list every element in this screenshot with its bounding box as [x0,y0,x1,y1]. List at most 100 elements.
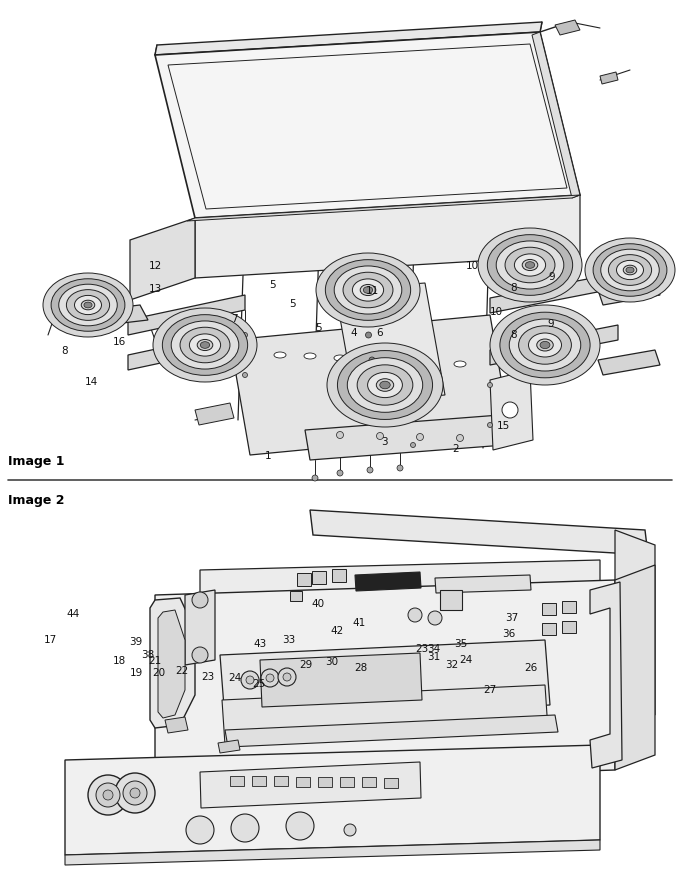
Ellipse shape [325,259,411,321]
Circle shape [283,673,291,681]
Polygon shape [150,598,195,728]
Text: 6: 6 [376,328,383,337]
Polygon shape [128,330,245,370]
Text: 18: 18 [112,656,126,666]
Polygon shape [155,22,542,55]
Bar [296,777,310,787]
Bar [252,776,266,786]
Circle shape [278,668,296,686]
Text: 30: 30 [325,657,339,667]
Text: 29: 29 [299,660,313,670]
Ellipse shape [180,328,230,363]
Polygon shape [598,280,660,305]
Circle shape [192,647,208,663]
Text: 32: 32 [445,660,459,670]
Polygon shape [555,20,580,35]
Circle shape [456,434,464,441]
Text: 4: 4 [350,328,357,337]
Text: 43: 43 [253,638,267,648]
Circle shape [286,812,314,840]
Circle shape [488,383,492,387]
Ellipse shape [153,308,257,382]
Text: 1: 1 [265,451,272,461]
Ellipse shape [617,260,643,280]
Bar [362,777,376,788]
Text: 8: 8 [61,345,68,355]
Circle shape [241,671,259,689]
Bar [542,603,556,615]
Text: 10: 10 [466,261,479,271]
Text: 23: 23 [415,645,428,654]
Text: 10: 10 [490,306,503,317]
Ellipse shape [509,319,581,371]
Circle shape [88,775,128,815]
Text: Image 2: Image 2 [8,494,65,507]
Polygon shape [195,195,580,278]
Bar [312,571,326,584]
Ellipse shape [394,358,406,364]
Bar [318,777,332,787]
Text: 14: 14 [85,377,99,387]
Text: 17: 17 [44,635,57,645]
Circle shape [186,816,214,844]
Circle shape [367,467,373,473]
Text: 15: 15 [496,421,510,431]
Polygon shape [155,580,615,785]
Bar [0,500,680,888]
Circle shape [397,465,403,471]
Circle shape [266,674,274,682]
Text: 24: 24 [459,655,473,665]
Text: 5: 5 [269,280,275,290]
Polygon shape [230,315,510,455]
Ellipse shape [81,300,95,310]
Ellipse shape [478,228,582,302]
Polygon shape [158,610,185,718]
Circle shape [243,372,248,377]
Text: 9: 9 [549,273,556,282]
Text: 8: 8 [510,283,517,293]
Circle shape [502,402,518,418]
Text: 44: 44 [67,608,80,619]
Ellipse shape [526,262,534,268]
Text: 27: 27 [483,686,496,695]
Ellipse shape [585,238,675,302]
Text: 39: 39 [129,637,143,646]
Ellipse shape [454,361,466,367]
Ellipse shape [67,289,109,321]
Polygon shape [220,640,550,720]
Ellipse shape [337,351,432,419]
Ellipse shape [593,244,667,297]
Bar [290,591,302,601]
Polygon shape [155,32,580,218]
Polygon shape [218,740,240,753]
Text: 5: 5 [289,299,296,310]
Polygon shape [355,572,421,591]
Bar [562,621,576,633]
Circle shape [231,814,259,842]
Ellipse shape [496,241,564,289]
Ellipse shape [352,279,384,301]
Circle shape [428,611,442,625]
Text: 11: 11 [366,286,379,296]
Polygon shape [598,350,660,375]
Ellipse shape [304,353,316,359]
Ellipse shape [201,342,209,348]
Polygon shape [130,218,195,300]
Bar [384,778,398,788]
Text: 25: 25 [252,679,265,689]
Bar [0,0,680,455]
Polygon shape [65,840,600,865]
Circle shape [344,824,356,836]
Polygon shape [590,582,622,768]
Circle shape [337,432,343,439]
Ellipse shape [334,355,346,361]
Polygon shape [490,273,618,313]
Circle shape [366,332,371,338]
Ellipse shape [334,266,402,314]
Circle shape [261,669,279,687]
Polygon shape [200,762,421,808]
Text: 38: 38 [141,650,155,660]
Ellipse shape [84,302,92,308]
Text: 12: 12 [148,261,162,271]
Ellipse shape [364,356,376,362]
